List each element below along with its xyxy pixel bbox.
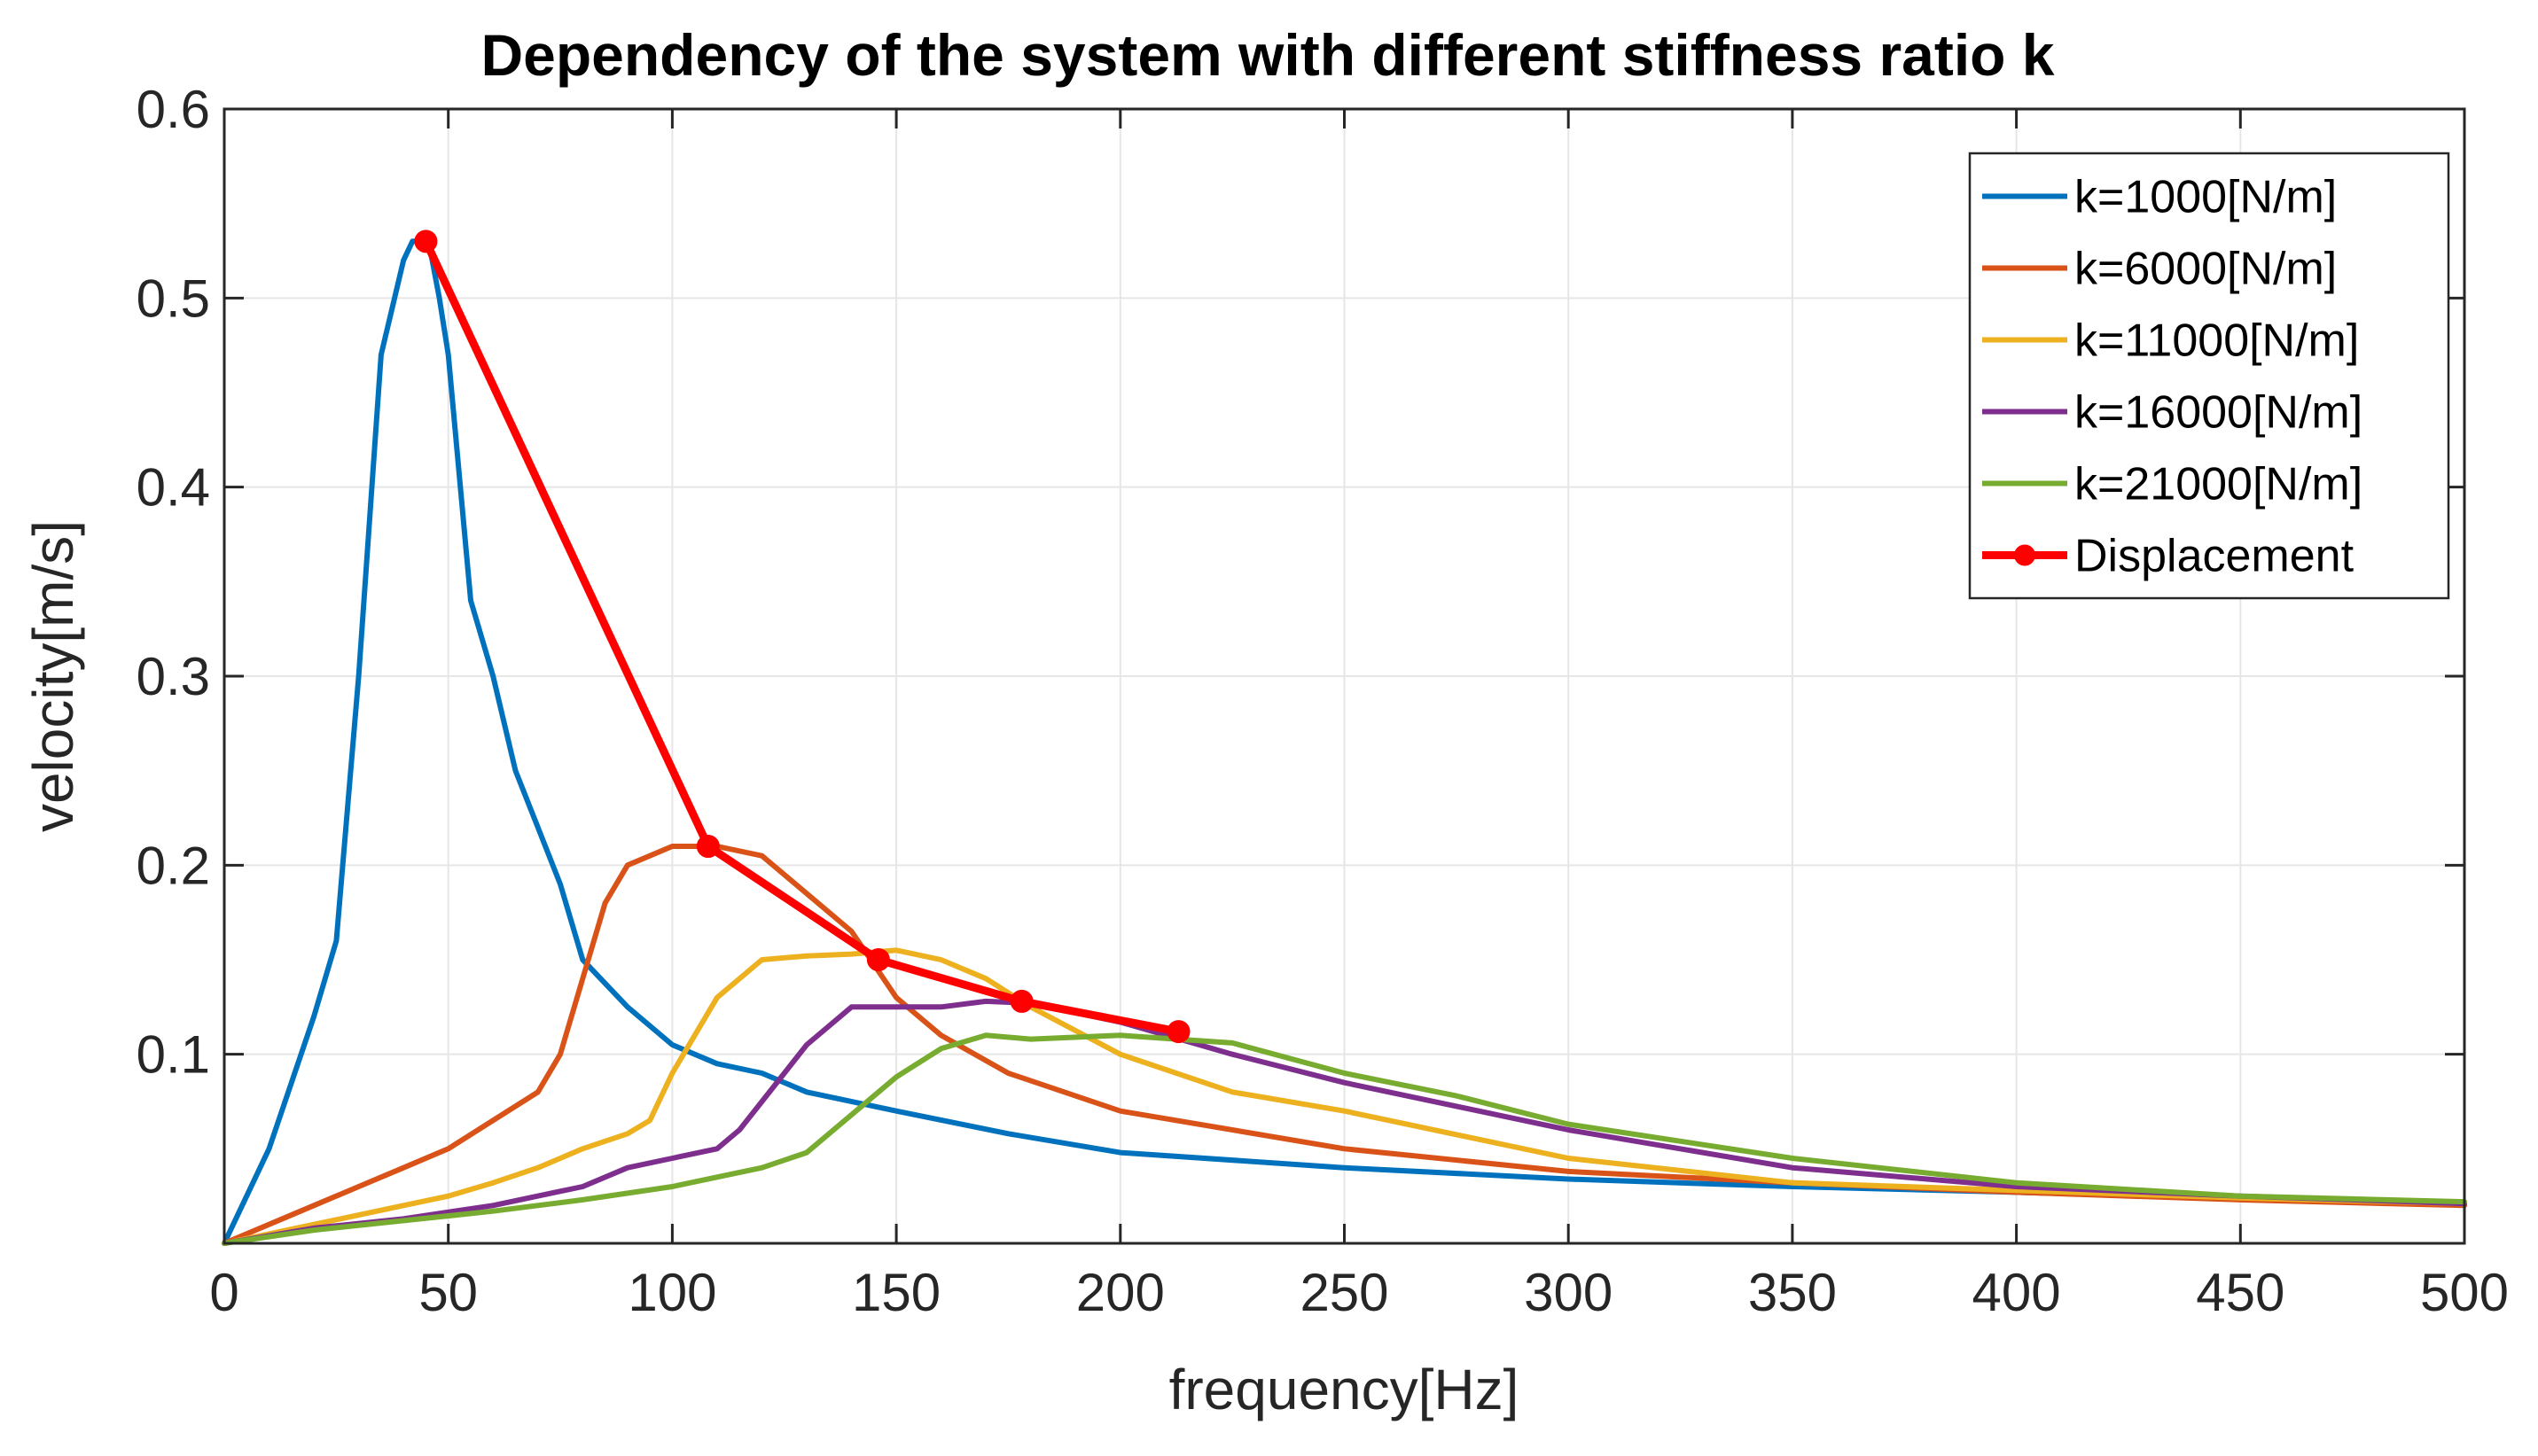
- y-tick-label: 0.1: [137, 1025, 210, 1085]
- legend-box: [1968, 152, 2450, 600]
- chart-title: Dependency of the system with different …: [480, 22, 2054, 88]
- x-tick-label: 500: [2420, 1263, 2509, 1322]
- x-tick-label: 350: [1748, 1263, 1837, 1322]
- x-tick-label: 450: [2196, 1263, 2284, 1322]
- legend: k=1000[N/m] k=6000[N/m] k=11000[N/m] k=1600…: [1968, 152, 2450, 600]
- y-tick-label: 0.3: [137, 647, 210, 706]
- legend-label: k=6000[N/m]: [2074, 244, 2337, 295]
- displacement-point: [866, 948, 890, 971]
- x-tick-label: 250: [1300, 1263, 1388, 1322]
- displacement-point: [1167, 1020, 1191, 1044]
- x-tick-label: 400: [1972, 1263, 2061, 1322]
- x-tick-label: 150: [852, 1263, 941, 1322]
- axis-ticks: 0 50 100 150 200 250 300 350 400 450 500 0.1 0.2 0.3 0…: [137, 80, 2509, 1322]
- legend-marker: [2014, 544, 2035, 566]
- x-tick-label: 50: [418, 1263, 478, 1322]
- x-tick-label: 200: [1076, 1263, 1165, 1322]
- y-tick-label: 0.5: [137, 269, 210, 328]
- x-axis-label: frequency[Hz]: [1169, 1358, 1519, 1421]
- x-tick-label: 100: [628, 1263, 716, 1322]
- x-tick-label: 300: [1524, 1263, 1613, 1322]
- displacement-point: [1010, 989, 1034, 1013]
- y-tick-label: 0.4: [137, 458, 210, 518]
- series-line-1: [222, 238, 2467, 1246]
- displacement-point: [696, 835, 720, 858]
- legend-label: k=16000[N/m]: [2074, 387, 2362, 439]
- series-line-5: [222, 1032, 2467, 1246]
- legend-label: k=1000[N/m]: [2074, 172, 2337, 223]
- legend-label: k=11000[N/m]: [2074, 315, 2359, 367]
- y-tick-label: 0.2: [137, 836, 210, 895]
- legend-label: k=21000[N/m]: [2074, 459, 2362, 510]
- displacement-point: [414, 230, 438, 253]
- x-tick-label: 0: [209, 1263, 238, 1322]
- series-layer: [222, 230, 2467, 1246]
- series-line-3: [222, 947, 2467, 1246]
- legend-label: Displacement: [2074, 531, 2354, 582]
- series-line-4: [222, 998, 2467, 1246]
- y-axis-label: velocity[m/s]: [21, 520, 85, 832]
- y-tick-label: 0.6: [137, 80, 210, 139]
